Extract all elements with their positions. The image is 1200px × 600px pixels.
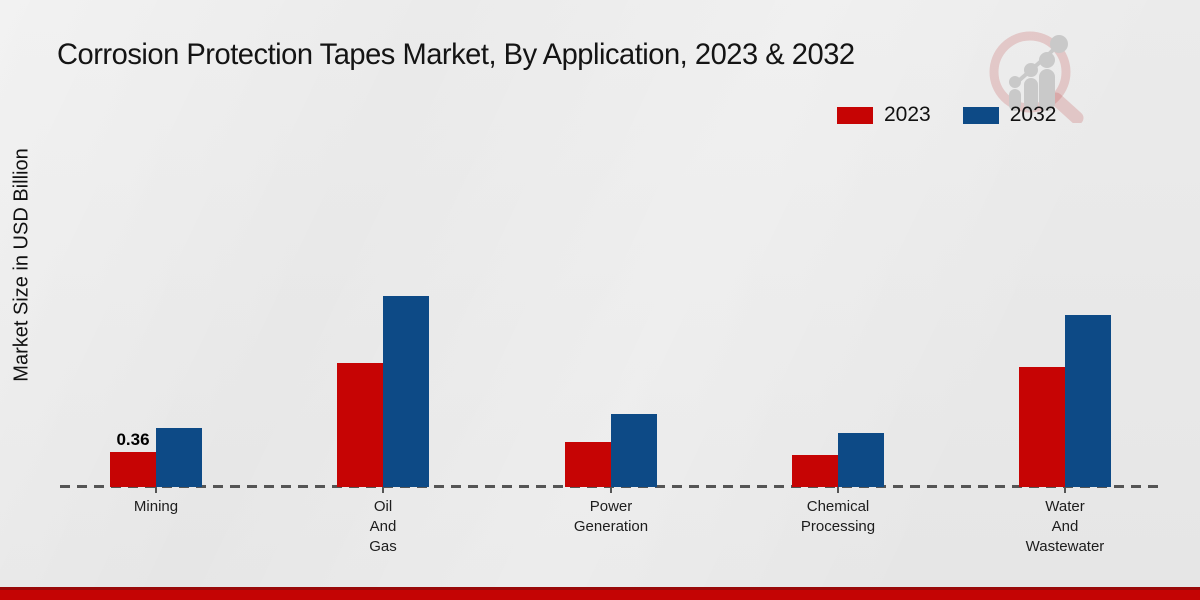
logo-watermark-icon	[989, 31, 1084, 123]
footer-accent-bar	[0, 590, 1200, 600]
x-axis-category-label: Water And Wastewater	[1025, 498, 1105, 555]
bar-2023-3	[792, 455, 838, 487]
x-axis-tick	[155, 487, 157, 493]
bar-2032-1	[383, 296, 429, 487]
legend-label-2023: 2023	[884, 103, 931, 126]
bar-2032-2	[611, 414, 657, 487]
x-axis-tick	[1064, 487, 1066, 493]
legend: 2023 2032	[837, 103, 1056, 127]
x-axis-category-label: Chemical Processing	[800, 498, 876, 535]
x-axis-tick	[382, 487, 384, 493]
bar-value-label: 0.36	[116, 430, 150, 449]
chart-title: Corrosion Protection Tapes Market, By Ap…	[57, 38, 855, 71]
bar-2023-1	[337, 363, 383, 487]
legend-label-2032: 2032	[1009, 103, 1057, 126]
bar-2023-4	[1019, 367, 1065, 487]
bar-2032-4	[1065, 315, 1111, 487]
legend-swatch-2032	[962, 106, 999, 124]
legend-swatch-2023	[837, 106, 873, 124]
x-axis-category-label: Power Generation	[573, 498, 649, 535]
x-axis-tick	[610, 487, 612, 493]
x-axis-category-label: Mining	[133, 498, 179, 515]
x-axis-tick	[837, 487, 839, 493]
x-axis-category-label: Oil And Gas	[369, 498, 397, 555]
bar-2032-3	[838, 433, 884, 487]
legend-item-2023: 2023	[837, 103, 931, 127]
bar-2032-0	[156, 428, 202, 487]
legend-item-2032: 2032	[962, 103, 1057, 127]
bar-2023-0	[110, 452, 156, 487]
bar-2023-2	[565, 442, 611, 487]
footer-accent-line	[0, 587, 1200, 590]
